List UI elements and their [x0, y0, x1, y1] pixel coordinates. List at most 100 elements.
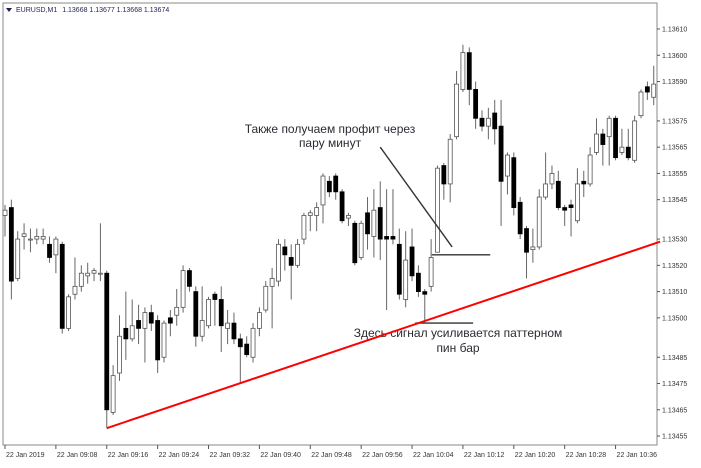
bear-candle-body	[339, 191, 345, 222]
candle	[651, 65, 657, 106]
candle	[517, 197, 523, 240]
candle	[498, 99, 504, 226]
bull-candle-body	[276, 243, 281, 282]
candle	[174, 288, 180, 326]
bear-candle-body	[409, 246, 415, 277]
candle	[396, 228, 402, 300]
x-tick-label: 22 Jan 09:40	[260, 452, 301, 459]
candle	[511, 152, 517, 216]
candle	[326, 176, 332, 198]
bull-candle-body	[142, 312, 148, 329]
candle	[371, 189, 377, 258]
candle	[117, 315, 122, 381]
candle	[167, 309, 173, 337]
candle	[365, 197, 370, 250]
bull-candle-body	[606, 117, 612, 138]
candle	[562, 204, 568, 226]
bull-candle-body	[594, 133, 599, 153]
bull-candle-body	[371, 209, 377, 237]
bear-candle-body	[377, 207, 383, 240]
bull-candle-body	[21, 233, 27, 237]
bull-candle-body	[174, 306, 180, 316]
bull-candle-body	[199, 320, 205, 337]
x-tick-label: 22 Jan 09:48	[311, 452, 352, 459]
y-tick-label: 1.13475	[662, 381, 687, 388]
bull-candle-body	[78, 272, 84, 287]
triangle-down-icon[interactable]	[6, 8, 12, 12]
candle	[136, 304, 141, 345]
time-axis: 22 Jan 2019 22 Jan 09:08 22 Jan 09:16 22 Ja…	[4, 445, 657, 459]
bear-candle-body	[384, 236, 390, 240]
candle	[2, 204, 8, 237]
candle	[8, 199, 14, 300]
bull-candle-body	[536, 196, 542, 248]
bull-candle-body	[98, 272, 103, 275]
bull-candle-body	[66, 296, 71, 329]
y-tick-label: 1.13530	[662, 237, 687, 244]
bear-candle-body	[498, 125, 504, 182]
annotation-profit-line2: пару минут	[299, 136, 362, 150]
candle	[536, 189, 542, 250]
y-tick-label: 1.13610	[662, 27, 687, 34]
bull-candle-body	[307, 212, 313, 216]
candle	[225, 309, 231, 345]
candle	[466, 47, 472, 106]
y-tick-label: 1.13575	[662, 118, 687, 125]
bull-candle-body	[651, 83, 657, 98]
bear-candle-body	[390, 236, 396, 240]
bull-candle-body	[549, 173, 555, 185]
bear-candle-body	[555, 180, 561, 208]
bear-candle-body	[415, 272, 421, 292]
candle	[104, 270, 110, 429]
candle	[206, 296, 211, 329]
bear-candle-body	[517, 201, 523, 235]
candle	[492, 99, 498, 145]
bull-candle-body	[358, 222, 364, 258]
x-tick-label: 22 Jan 2019	[6, 452, 45, 459]
y-tick-label: 1.13555	[662, 171, 687, 178]
bull-candle-body	[34, 236, 40, 240]
bull-candle-body	[269, 278, 275, 287]
candle	[505, 152, 510, 195]
candle	[180, 265, 186, 313]
bear-candle-body	[333, 175, 339, 193]
annotation-profit-line1: Также получаем профит через	[245, 122, 416, 136]
candle	[91, 267, 97, 282]
bull-candle-body	[301, 215, 307, 240]
y-tick-label: 1.13600	[662, 53, 687, 60]
plot-area[interactable]	[2, 2, 658, 446]
drawn-lines	[106, 146, 661, 430]
candle	[53, 236, 59, 274]
candle	[555, 170, 561, 211]
candle	[34, 228, 40, 245]
bear-candle-body	[365, 212, 370, 235]
bear-candle-body	[282, 246, 288, 256]
bull-candle-body	[320, 175, 326, 206]
candle	[581, 170, 587, 198]
bull-candle-body	[447, 138, 453, 185]
candle	[473, 81, 479, 129]
bear-candle-body	[466, 52, 472, 90]
candle	[619, 128, 625, 156]
bull-candle-body	[161, 322, 167, 358]
candle	[72, 257, 78, 300]
candle	[282, 239, 288, 271]
candle	[28, 228, 33, 253]
y-tick-label: 1.13465	[662, 407, 687, 414]
candle	[161, 320, 167, 363]
support-trendline	[106, 240, 661, 430]
bear-candle-body	[47, 243, 52, 258]
x-tick-label: 22 Jan 10:20	[515, 452, 556, 459]
bull-candle-body	[206, 299, 211, 327]
bear-candle-body	[600, 133, 606, 145]
candle	[435, 165, 440, 253]
candle	[288, 244, 294, 300]
candle	[307, 210, 313, 232]
bear-candle-body	[148, 312, 154, 324]
bull-candle-body	[454, 83, 459, 138]
annotation-signal-line2: пин бар	[436, 341, 479, 355]
bear-candle-body	[218, 299, 224, 327]
candle	[47, 236, 52, 263]
ohlc-readout: 1.13668 1.13677 1.13668 1.13674	[62, 7, 169, 14]
